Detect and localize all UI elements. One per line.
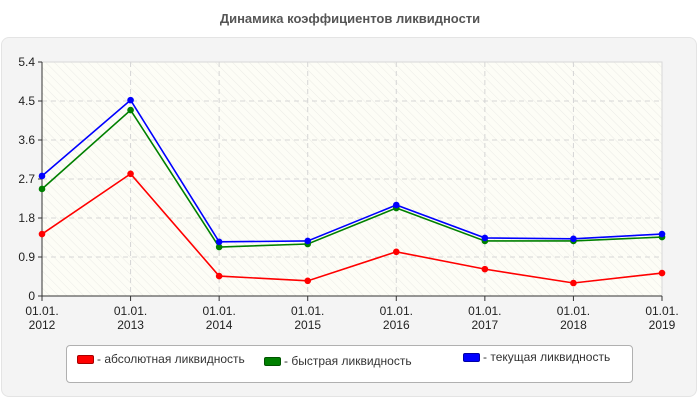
- data-point[interactable]: [304, 277, 312, 285]
- data-point[interactable]: [570, 235, 577, 243]
- x-tick-label: 2018: [560, 318, 587, 332]
- chart-title: Динамика коэффициентов ликвидности: [219, 11, 481, 26]
- data-point[interactable]: [127, 170, 134, 178]
- data-series: [38, 96, 666, 287]
- y-tick-label: 4.5: [18, 94, 35, 108]
- x-tick-label: 01.01.: [202, 304, 235, 318]
- legend-swatch-green: [264, 356, 281, 366]
- x-tick-label: 2015: [294, 318, 321, 332]
- data-point[interactable]: [658, 230, 666, 238]
- grid-lines: [42, 62, 662, 296]
- data-point[interactable]: [570, 279, 577, 287]
- series-line: [41, 98, 663, 243]
- data-point[interactable]: [392, 201, 400, 209]
- x-tick-label: 2014: [206, 318, 233, 332]
- x-tick-label: 2016: [383, 318, 410, 332]
- data-point[interactable]: [215, 238, 223, 246]
- x-tick-label: 01.01.: [557, 304, 590, 318]
- x-tick-label: 2012: [29, 318, 56, 332]
- legend-label: - быстрая ликвидность: [284, 354, 412, 368]
- data-point[interactable]: [215, 243, 223, 251]
- x-tick-label: 2013: [117, 318, 144, 332]
- data-point[interactable]: [38, 172, 46, 180]
- legend: - абсолютная ликвидность - быстрая ликви…: [66, 345, 633, 383]
- data-point[interactable]: [127, 106, 134, 114]
- y-tick-label: 0: [28, 289, 35, 303]
- axes: 00.91.82.73.64.55.401.01.201201.01.20130…: [18, 55, 678, 332]
- legend-swatch-blue: [463, 352, 480, 362]
- data-point[interactable]: [215, 272, 223, 280]
- y-tick-label: 0.9: [18, 250, 35, 264]
- legend-item-quick[interactable]: - быстрая ликвидность: [264, 354, 412, 368]
- x-tick-label: 01.01.: [380, 304, 413, 318]
- data-point[interactable]: [127, 96, 134, 104]
- x-tick-label: 01.01.: [114, 304, 147, 318]
- y-tick-label: 3.6: [18, 133, 35, 147]
- series-line: [41, 172, 663, 284]
- y-tick-label: 2.7: [18, 172, 35, 186]
- data-point[interactable]: [658, 269, 666, 277]
- data-point[interactable]: [38, 185, 46, 193]
- legend-label: - текущая ликвидность: [483, 350, 611, 364]
- y-tick-label: 1.8: [18, 211, 35, 225]
- legend-item-absolute[interactable]: - абсолютная ликвидность: [77, 352, 245, 366]
- x-tick-label: 2019: [649, 318, 676, 332]
- data-point[interactable]: [392, 248, 400, 256]
- data-point[interactable]: [38, 230, 46, 238]
- x-tick-label: 2017: [472, 318, 499, 332]
- series-line: [41, 108, 663, 248]
- data-point[interactable]: [481, 234, 489, 242]
- x-tick-label: 01.01.: [645, 304, 678, 318]
- legend-swatch-red: [77, 354, 94, 364]
- legend-item-current[interactable]: - текущая ликвидность: [463, 350, 610, 364]
- legend-label: - абсолютная ликвидность: [97, 352, 245, 366]
- data-point[interactable]: [304, 237, 312, 245]
- x-tick-label: 01.01.: [291, 304, 324, 318]
- x-tick-label: 01.01.: [468, 304, 501, 318]
- x-tick-label: 01.01.: [25, 304, 58, 318]
- data-point[interactable]: [481, 265, 489, 273]
- y-tick-label: 5.4: [18, 55, 35, 69]
